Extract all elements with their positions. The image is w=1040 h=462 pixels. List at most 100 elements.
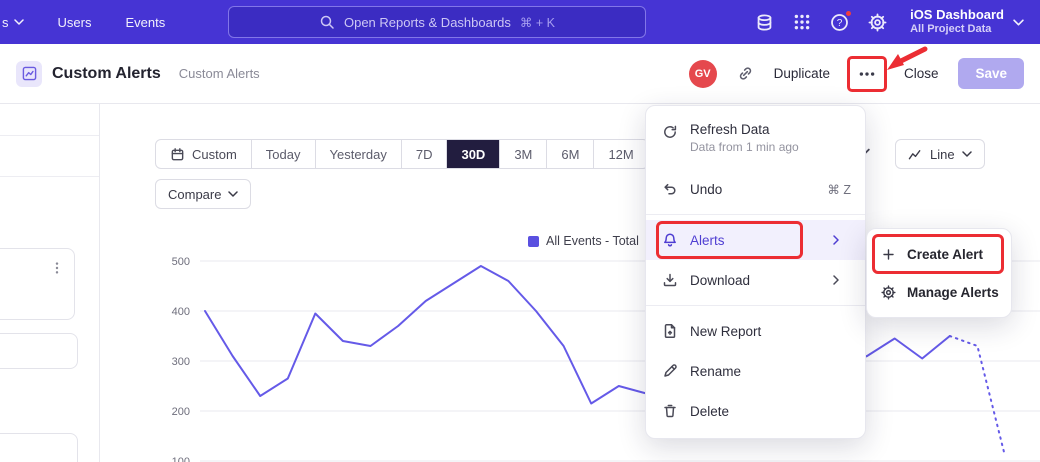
kebab-menu-icon[interactable] <box>50 261 64 275</box>
svg-text:500: 500 <box>172 256 190 268</box>
top-nav: s Users Events Open Reports & Dashboards… <box>0 0 1040 44</box>
compare-label: Compare <box>168 187 221 202</box>
menu-item-label: Refresh Data <box>690 122 799 137</box>
menu-item-label: Delete <box>690 404 729 419</box>
project-subtitle: All Project Data <box>910 23 1004 37</box>
svg-text:?: ? <box>837 18 843 29</box>
nav-item-users[interactable]: Users <box>58 15 92 30</box>
submenu-item-create-alert[interactable]: Create Alert <box>867 235 1011 273</box>
search-icon <box>319 14 335 30</box>
chevron-down-icon <box>228 191 238 197</box>
menu-item-download[interactable]: Download <box>646 260 865 300</box>
report-type-icon <box>16 61 42 87</box>
chart-type-button[interactable]: Line <box>895 139 985 169</box>
more-options-menu: Refresh Data Data from 1 min ago Undo ⌘ … <box>645 105 866 439</box>
menu-item-label: Undo <box>690 182 722 197</box>
copy-link-icon[interactable] <box>737 65 754 82</box>
nav-item-events[interactable]: Events <box>125 15 165 30</box>
ellipsis-icon <box>858 65 876 83</box>
alerts-submenu: Create Alert Manage Alerts <box>866 228 1012 318</box>
project-switcher[interactable]: iOS Dashboard All Project Data <box>910 7 1024 37</box>
pencil-icon <box>662 363 678 379</box>
menu-item-refresh-data[interactable]: Refresh Data Data from 1 min ago <box>646 113 865 169</box>
sidebar-card[interactable] <box>0 433 78 462</box>
global-search-input[interactable]: Open Reports & Dashboards ⌘ + K <box>228 6 646 38</box>
menu-item-delete[interactable]: Delete <box>646 391 865 431</box>
date-range-segmented-control: Custom Today Yesterday 7D 30D 3M 6M 12M <box>155 139 649 169</box>
undo-shortcut: ⌘ Z <box>827 182 851 197</box>
new-report-icon <box>662 323 678 339</box>
sidebar-card[interactable] <box>0 333 78 369</box>
save-button[interactable]: Save <box>958 58 1024 89</box>
date-range-today[interactable]: Today <box>251 140 315 168</box>
data-management-icon[interactable] <box>755 13 774 32</box>
chevron-right-icon <box>833 235 839 245</box>
close-button[interactable]: Close <box>904 66 939 81</box>
project-texts: iOS Dashboard All Project Data <box>910 7 1004 37</box>
chart-legend: All Events - Total <box>528 234 639 248</box>
submenu-item-label: Create Alert <box>907 247 983 262</box>
chevron-right-icon <box>833 275 839 285</box>
date-range-3m[interactable]: 3M <box>499 140 546 168</box>
svg-text:300: 300 <box>172 356 190 368</box>
top-nav-right: ? iOS Dashboard All Project Data <box>755 0 1040 44</box>
help-icon[interactable]: ? <box>830 13 849 32</box>
notification-dot <box>845 10 852 17</box>
left-sidebar <box>0 104 100 462</box>
header-actions: GV Duplicate Close Save <box>689 58 1024 89</box>
chevron-down-icon <box>1013 19 1024 26</box>
menu-item-label: Rename <box>690 364 741 379</box>
refresh-data-subtitle: Data from 1 min ago <box>690 140 799 154</box>
refresh-icon <box>662 124 678 140</box>
top-nav-left: s Users Events <box>0 15 165 30</box>
nav-item-truncated[interactable]: s <box>2 15 24 30</box>
menu-item-rename[interactable]: Rename <box>646 351 865 391</box>
menu-item-label: Download <box>690 273 750 288</box>
gear-icon <box>881 285 896 300</box>
menu-item-label: Alerts <box>690 233 725 248</box>
svg-text:200: 200 <box>172 406 190 418</box>
submenu-item-manage-alerts[interactable]: Manage Alerts <box>867 273 1011 311</box>
chart-type-label: Line <box>930 147 955 162</box>
svg-text:400: 400 <box>172 306 190 318</box>
breadcrumb[interactable]: Custom Alerts <box>179 66 260 81</box>
apps-grid-icon[interactable] <box>793 13 811 31</box>
compare-button[interactable]: Compare <box>155 179 251 209</box>
sidebar-divider <box>0 135 99 136</box>
plus-icon <box>881 247 896 262</box>
menu-item-undo[interactable]: Undo ⌘ Z <box>646 169 865 209</box>
project-title: iOS Dashboard <box>910 7 1004 23</box>
menu-item-label: New Report <box>690 324 761 339</box>
nav-item-truncated-label: s <box>2 15 9 30</box>
date-range-6m[interactable]: 6M <box>546 140 593 168</box>
search-placeholder: Open Reports & Dashboards <box>344 15 511 30</box>
line-chart-icon <box>908 147 923 162</box>
app-window: s Users Events Open Reports & Dashboards… <box>0 0 1040 462</box>
sidebar-card[interactable] <box>0 248 75 320</box>
date-range-7d[interactable]: 7D <box>401 140 447 168</box>
chevron-down-icon <box>962 151 972 157</box>
date-range-12m[interactable]: 12M <box>593 140 647 168</box>
duplicate-button[interactable]: Duplicate <box>774 66 830 81</box>
bell-icon <box>662 232 678 248</box>
more-options-button[interactable] <box>850 61 884 87</box>
avatar[interactable]: GV <box>689 60 717 88</box>
legend-swatch <box>528 236 539 247</box>
date-range-yesterday[interactable]: Yesterday <box>315 140 401 168</box>
chevron-down-icon <box>14 19 24 25</box>
menu-divider <box>646 214 865 215</box>
date-range-30d[interactable]: 30D <box>446 140 499 168</box>
annotation-box-alerts <box>656 221 803 259</box>
menu-item-alerts[interactable]: Alerts <box>646 220 865 260</box>
date-range-custom[interactable]: Custom <box>156 140 251 168</box>
report-header: Custom Alerts Custom Alerts GV Duplicate… <box>0 44 1040 104</box>
undo-icon <box>662 181 678 197</box>
sidebar-divider <box>0 176 99 177</box>
menu-item-new-report[interactable]: New Report <box>646 311 865 351</box>
trash-icon <box>662 403 678 419</box>
submenu-item-label: Manage Alerts <box>907 285 999 300</box>
search-shortcut: ⌘ + K <box>520 15 555 30</box>
download-icon <box>662 272 678 288</box>
legend-label: All Events - Total <box>546 234 639 248</box>
gear-icon[interactable] <box>868 13 887 32</box>
